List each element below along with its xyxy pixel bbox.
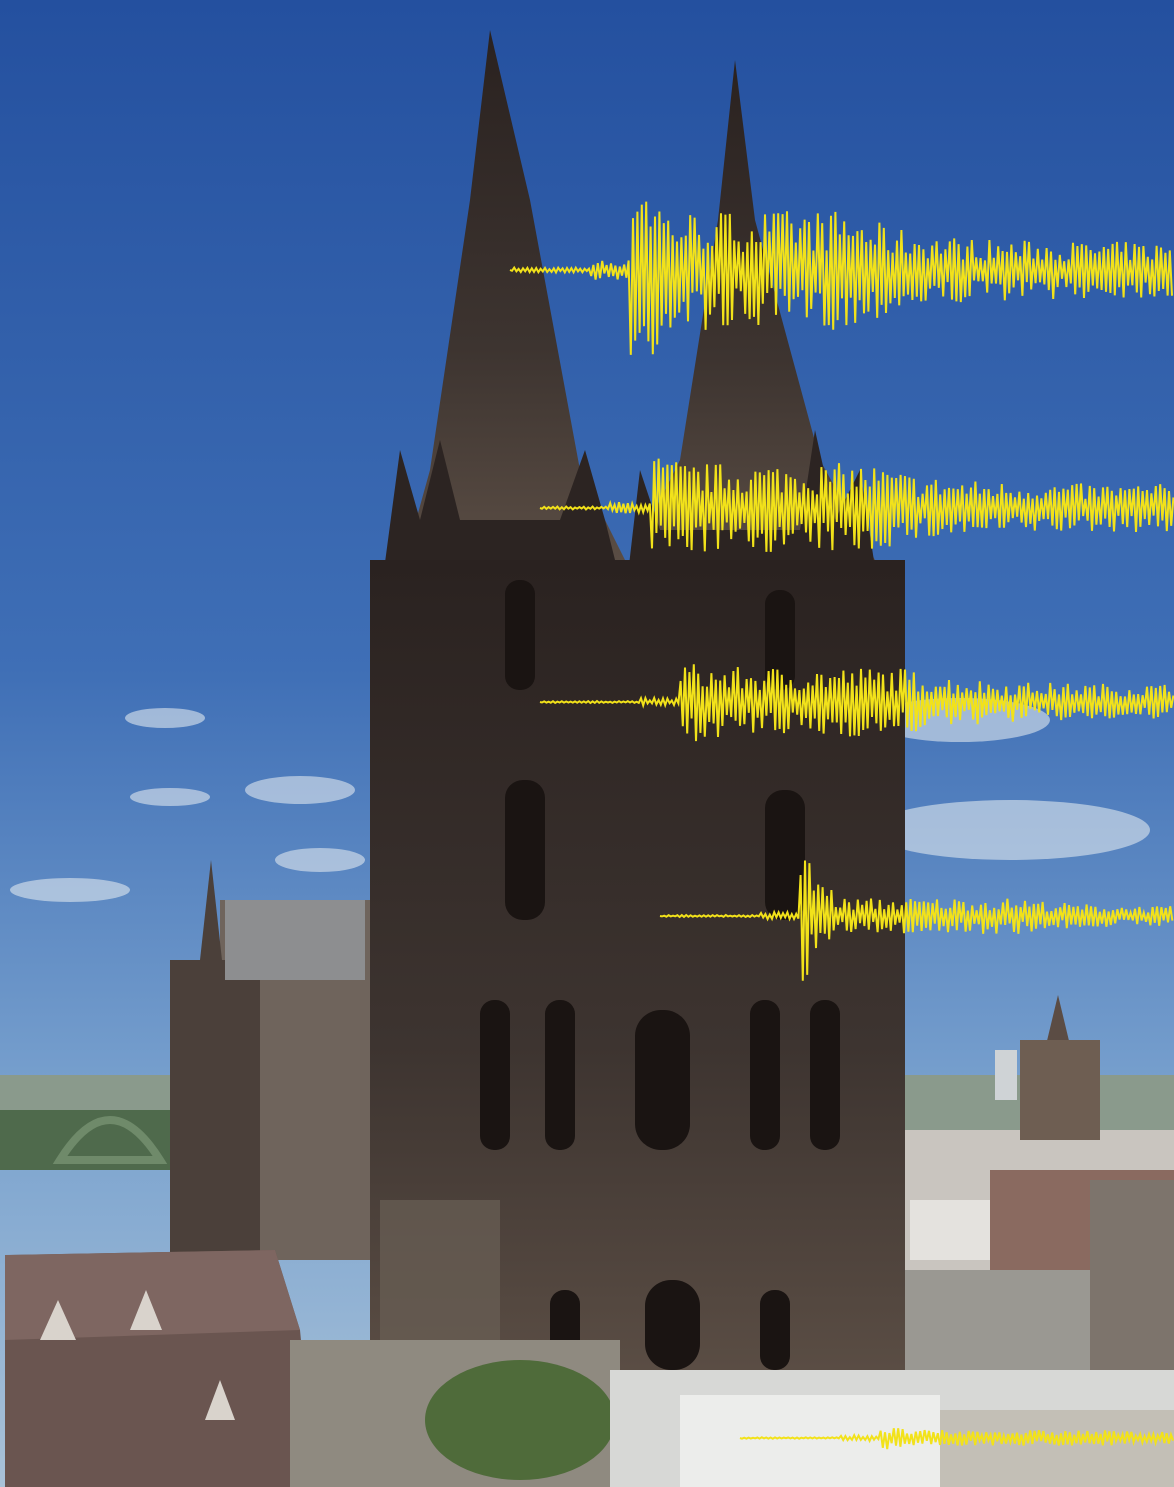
nave bbox=[170, 860, 370, 1260]
foreground bbox=[5, 1250, 1174, 1487]
seismogram-trace bbox=[659, 860, 1174, 981]
bridge bbox=[52, 1116, 168, 1164]
seismogram-trace bbox=[539, 664, 1174, 742]
right-town bbox=[905, 995, 1174, 1410]
cathedral bbox=[370, 30, 905, 1370]
seismogram-trace bbox=[539, 458, 1174, 552]
seismograms bbox=[509, 201, 1174, 1450]
seismogram-trace bbox=[739, 1428, 1174, 1450]
seismogram-trace bbox=[509, 201, 1173, 355]
